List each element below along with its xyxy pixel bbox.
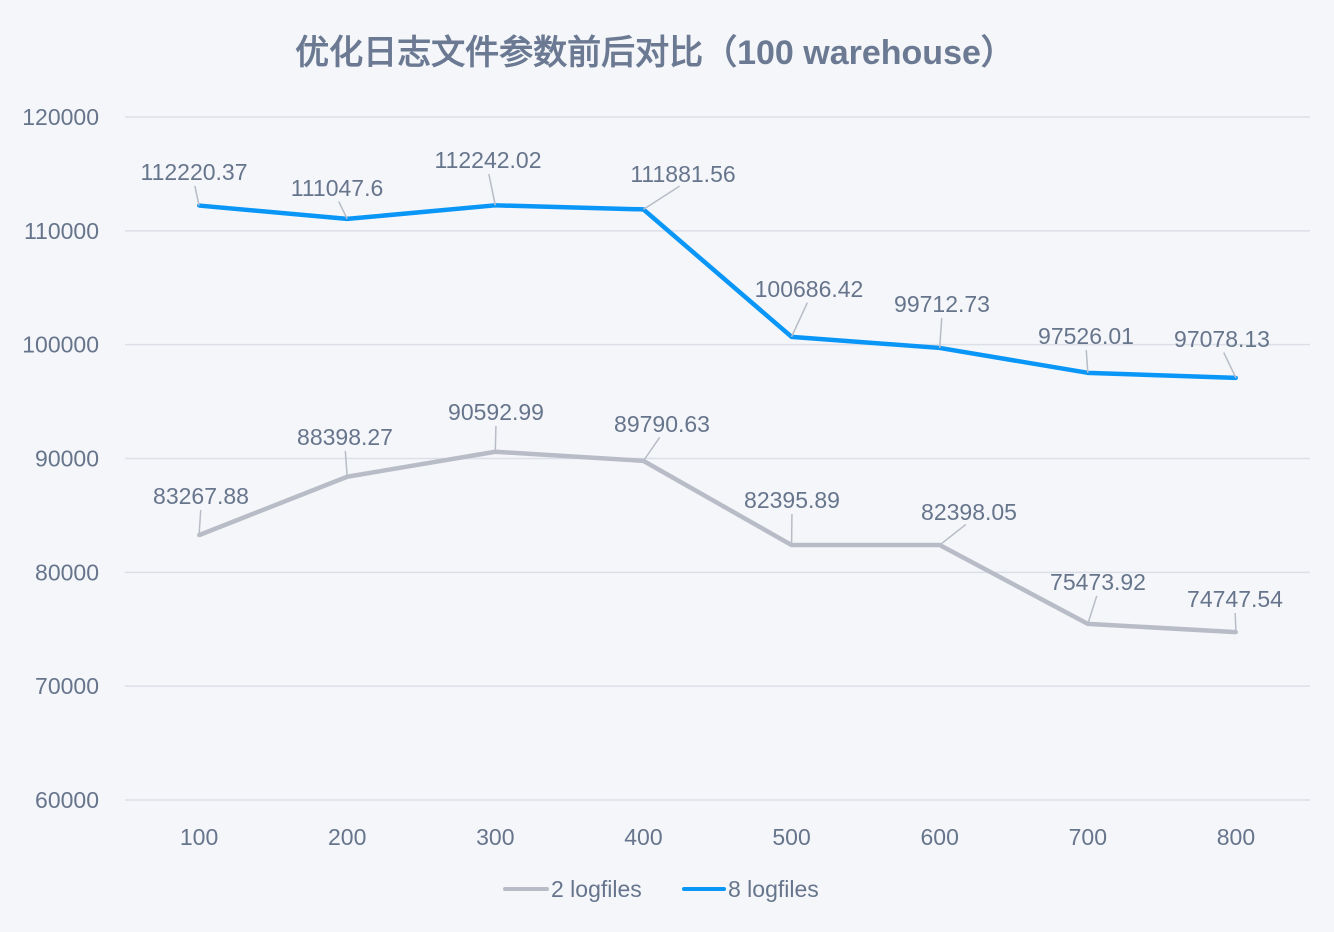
legend: 2 logfiles 8 logfiles bbox=[505, 876, 819, 902]
label-leader-line bbox=[195, 186, 199, 206]
data-label: 111047.6 bbox=[291, 175, 384, 201]
gridlines bbox=[125, 117, 1310, 800]
data-label: 82395.89 bbox=[744, 487, 840, 513]
x-tick-label: 500 bbox=[772, 824, 810, 850]
data-label: 97526.01 bbox=[1038, 323, 1134, 349]
label-leader-line bbox=[643, 186, 679, 209]
y-tick-label: 90000 bbox=[35, 446, 99, 472]
data-label: 112242.02 bbox=[434, 147, 541, 173]
x-tick-label: 800 bbox=[1217, 824, 1255, 850]
data-labels: 83267.88 88398.27 90592.99 89790.63 82395.89… bbox=[140, 147, 1283, 632]
label-leader-line bbox=[1088, 596, 1097, 624]
x-tick-label: 300 bbox=[476, 824, 514, 850]
data-label: 82398.05 bbox=[921, 499, 1017, 525]
label-leader-line bbox=[199, 510, 201, 535]
x-tick-label: 400 bbox=[624, 824, 662, 850]
label-leader-line bbox=[940, 318, 942, 348]
label-leader-line bbox=[1235, 613, 1236, 632]
data-label: 74747.54 bbox=[1187, 586, 1283, 612]
label-leader-line bbox=[1086, 350, 1088, 373]
y-tick-label: 80000 bbox=[35, 559, 99, 585]
data-label: 100686.42 bbox=[755, 276, 864, 302]
y-tick-label: 70000 bbox=[35, 673, 99, 699]
data-label: 112220.37 bbox=[140, 159, 247, 185]
data-label: 88398.27 bbox=[297, 424, 393, 450]
chart-title: 优化日志文件参数前后对比（100 warehouse） bbox=[295, 33, 1015, 72]
label-leader-line bbox=[792, 303, 808, 337]
data-label: 97078.13 bbox=[1174, 326, 1270, 352]
data-label: 89790.63 bbox=[614, 411, 710, 437]
y-tick-label: 120000 bbox=[22, 104, 99, 130]
legend-label-2-logfiles[interactable]: 2 logfiles bbox=[551, 876, 642, 902]
label-leader-line bbox=[495, 426, 496, 452]
legend-label-8-logfiles[interactable]: 8 logfiles bbox=[728, 876, 819, 902]
x-tick-label: 700 bbox=[1069, 824, 1107, 850]
x-tick-label: 600 bbox=[921, 824, 959, 850]
data-label: 99712.73 bbox=[894, 291, 990, 317]
label-leader-line bbox=[643, 437, 659, 461]
series-line-2-logfiles bbox=[199, 452, 1236, 632]
y-tick-label: 110000 bbox=[24, 218, 99, 244]
label-leader-line bbox=[345, 451, 347, 477]
data-label: 90592.99 bbox=[448, 399, 544, 425]
label-leader-line bbox=[1224, 353, 1236, 378]
x-tick-label: 200 bbox=[328, 824, 366, 850]
y-tick-label: 60000 bbox=[35, 787, 99, 813]
y-axis-ticks: 60000 70000 80000 90000 100000 110000 120000 bbox=[22, 104, 99, 813]
y-tick-label: 100000 bbox=[22, 332, 99, 358]
x-axis-ticks: 100 200 300 400 500 600 700 800 bbox=[180, 824, 1255, 850]
label-leader-line bbox=[940, 524, 966, 545]
data-label: 75473.92 bbox=[1050, 569, 1146, 595]
x-tick-label: 100 bbox=[180, 824, 218, 850]
data-label: 111881.56 bbox=[630, 161, 735, 187]
data-label: 83267.88 bbox=[153, 483, 249, 509]
label-leader-line bbox=[489, 174, 496, 205]
